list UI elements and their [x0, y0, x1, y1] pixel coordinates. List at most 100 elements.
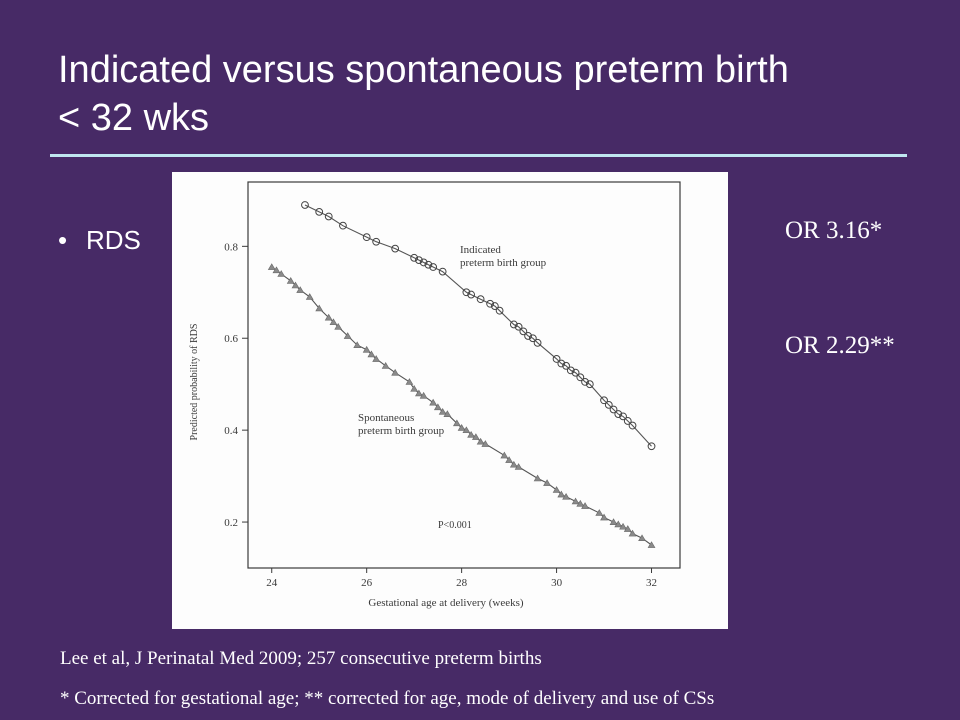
- data-point-spontaneous-3: [286, 277, 295, 284]
- y-tick-label-0.8: 0.8: [224, 241, 238, 253]
- x-axis-label: Gestational age at delivery (weeks): [368, 597, 523, 609]
- bullet-label: RDS: [86, 225, 141, 255]
- data-point-spontaneous-17: [391, 368, 400, 376]
- data-point-spontaneous-2: [277, 270, 286, 277]
- data-point-indicated-34: [604, 400, 613, 409]
- data-point-indicated-33: [600, 396, 608, 405]
- y-axis-label: Predicted probability of RDS: [189, 324, 200, 441]
- y-tick-label-0.4: 0.4: [224, 425, 238, 437]
- data-point-indicated-0: [301, 201, 309, 209]
- data-point-spontaneous-19: [410, 384, 419, 392]
- data-point-spontaneous-41: [562, 492, 570, 500]
- data-point-spontaneous-24: [438, 407, 447, 415]
- series-label-spontaneous-line-1: Spontaneous: [358, 412, 414, 424]
- data-point-spontaneous-26: [452, 419, 461, 427]
- data-point-indicated-40: [647, 442, 656, 451]
- slide-title-line-2: < 32 wks: [58, 97, 210, 139]
- footnote: * Corrected for gestational age; ** corr…: [60, 688, 715, 709]
- odds-ratio-spontaneous: OR 2.29**: [785, 332, 895, 359]
- plot-frame: [247, 181, 681, 569]
- data-point-indicated-9: [419, 258, 428, 267]
- chart-annotation: P<0.001: [438, 520, 472, 531]
- data-point-spontaneous-40: [557, 490, 566, 498]
- data-point-spontaneous-46: [600, 513, 608, 521]
- series-line-indicated: [304, 204, 652, 447]
- data-point-spontaneous-23: [433, 403, 442, 411]
- data-point-spontaneous-44: [581, 502, 589, 509]
- data-point-spontaneous-48: [614, 520, 623, 528]
- data-point-spontaneous-39: [552, 486, 561, 493]
- data-point-indicated-29: [571, 368, 580, 377]
- data-point-spontaneous-34: [505, 456, 514, 463]
- data-point-spontaneous-11: [343, 332, 352, 339]
- rds-probability-chart: 24 26 28 30 32 0.2 0.4 0.6 0.8 Indicated preterm…: [189, 181, 681, 609]
- data-point-indicated-22: [524, 332, 532, 340]
- slide-title-line-1: Indicated versus spontaneous preterm bir…: [58, 49, 789, 91]
- bullet-item: • RDS: [58, 224, 141, 256]
- data-point-spontaneous-15: [372, 355, 381, 362]
- data-point-spontaneous-1: [272, 266, 281, 274]
- data-point-spontaneous-31: [476, 437, 485, 445]
- data-point-spontaneous-29: [467, 430, 476, 438]
- data-point-indicated-17: [490, 302, 499, 310]
- chart-figure: 24 26 28 30 32 0.2 0.4 0.6 0.8 Indicated preterm…: [172, 172, 728, 629]
- data-point-spontaneous-50: [623, 525, 632, 532]
- data-point-spontaneous-8: [324, 313, 333, 321]
- data-point-spontaneous-4: [291, 281, 300, 289]
- data-point-indicated-2: [324, 212, 333, 221]
- reference-citation: Lee et al, J Perinatal Med 2009; 257 con…: [60, 648, 542, 669]
- data-point-spontaneous-47: [609, 518, 618, 525]
- data-point-indicated-16: [486, 299, 495, 308]
- data-point-indicated-6: [391, 244, 400, 253]
- odds-ratio-indicated: OR 3.16*: [785, 217, 883, 244]
- x-tick-label-26: 26: [361, 577, 373, 589]
- data-point-indicated-18: [495, 306, 504, 315]
- data-point-spontaneous-12: [353, 341, 362, 349]
- data-point-spontaneous-21: [419, 391, 428, 399]
- y-tick-label-0.2: 0.2: [224, 517, 238, 529]
- x-tick-label-30: 30: [551, 577, 563, 589]
- data-point-indicated-21: [519, 327, 528, 336]
- data-point-indicated-15: [476, 295, 485, 304]
- data-point-spontaneous-9: [329, 318, 338, 326]
- data-point-indicated-1: [315, 207, 324, 216]
- data-point-spontaneous-5: [296, 286, 305, 293]
- x-tick-label-32: 32: [646, 577, 657, 589]
- x-tick-label-24: 24: [266, 577, 278, 589]
- data-point-indicated-19: [509, 320, 518, 329]
- series-label-indicated-line-1: Indicated: [460, 244, 501, 256]
- series-line-spontaneous: [271, 266, 652, 546]
- data-point-spontaneous-37: [533, 474, 542, 482]
- series-label-indicated-line-2: preterm birth group: [460, 257, 547, 269]
- data-point-indicated-27: [562, 361, 570, 370]
- data-point-spontaneous-18: [405, 378, 414, 385]
- data-point-spontaneous-28: [462, 426, 471, 434]
- data-point-spontaneous-10: [334, 322, 343, 330]
- data-point-spontaneous-13: [362, 345, 371, 353]
- data-point-indicated-12: [438, 267, 447, 276]
- data-point-indicated-11: [429, 263, 438, 271]
- data-point-spontaneous-22: [429, 398, 438, 406]
- data-point-indicated-4: [362, 233, 371, 242]
- data-point-indicated-28: [566, 366, 575, 375]
- data-point-indicated-13: [462, 288, 471, 297]
- data-point-spontaneous-49: [619, 522, 627, 530]
- data-point-spontaneous-38: [543, 479, 552, 486]
- data-point-spontaneous-30: [471, 433, 480, 440]
- data-point-spontaneous-27: [457, 424, 466, 431]
- data-point-spontaneous-33: [500, 451, 509, 459]
- data-point-spontaneous-16: [381, 362, 390, 369]
- data-point-indicated-31: [581, 377, 589, 386]
- data-point-spontaneous-6: [305, 293, 314, 300]
- data-point-indicated-36: [614, 410, 623, 418]
- data-point-indicated-26: [557, 359, 566, 368]
- data-point-spontaneous-45: [595, 509, 604, 516]
- bullet-dot-icon: •: [58, 225, 68, 255]
- y-tick-label-0.6: 0.6: [224, 333, 238, 345]
- data-point-spontaneous-20: [414, 389, 423, 397]
- data-point-indicated-30: [576, 373, 585, 382]
- data-point-indicated-3: [339, 221, 347, 230]
- series-label-spontaneous-line-2: preterm birth group: [358, 425, 445, 437]
- data-point-spontaneous-53: [647, 541, 656, 548]
- data-point-spontaneous-32: [481, 440, 490, 447]
